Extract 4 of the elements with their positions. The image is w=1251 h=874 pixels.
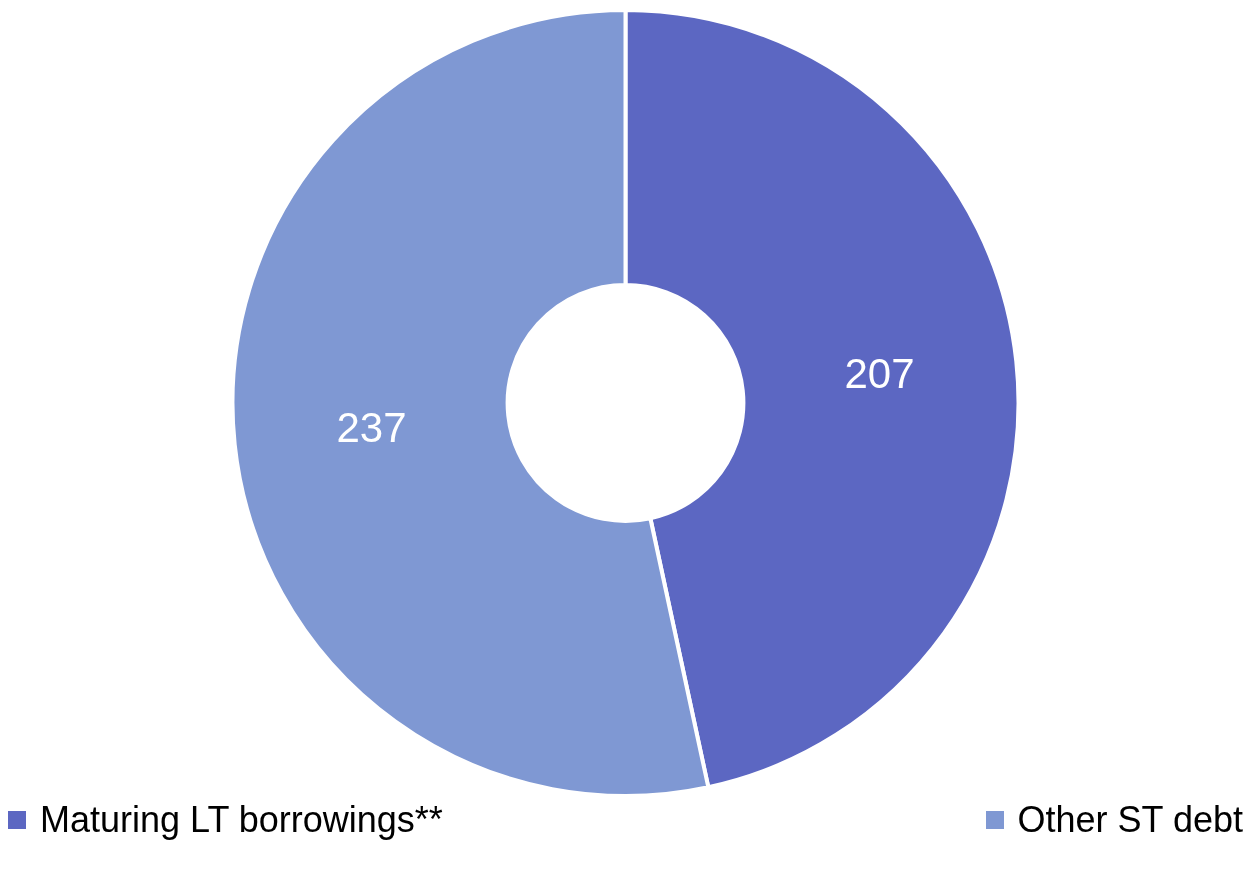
- legend-label: Other ST debt: [1017, 798, 1243, 842]
- data-label: 237: [336, 403, 407, 451]
- data-label: 207: [844, 349, 915, 397]
- legend-label: Maturing LT borrowings**: [40, 798, 443, 842]
